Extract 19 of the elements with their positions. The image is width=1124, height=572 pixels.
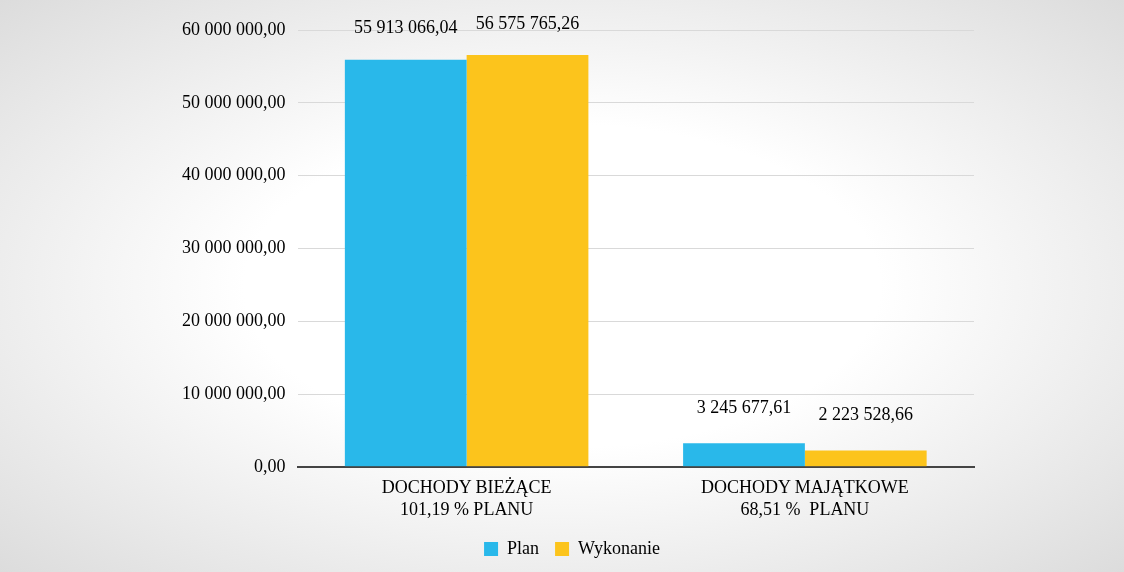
y-tick-label: 0,00 xyxy=(254,455,286,476)
data-label: 55 913 066,04 xyxy=(353,17,458,38)
bar xyxy=(344,59,467,467)
y-tick-label: 10 000 000,00 xyxy=(182,382,286,403)
x-tick-label: DOCHODY BIEŻĄCE 101,19 % PLANU xyxy=(381,477,552,519)
legend-label: Wykonanie xyxy=(578,537,660,558)
y-tick-label: 50 000 000,00 xyxy=(182,91,286,112)
y-tick-label: 20 000 000,00 xyxy=(182,309,286,330)
y-tick-label: 60 000 000,00 xyxy=(182,18,286,39)
y-tick-label: 40 000 000,00 xyxy=(182,164,286,185)
bar xyxy=(804,450,927,467)
data-label: 2 223 528,66 xyxy=(818,404,914,425)
data-label: 3 245 677,61 xyxy=(696,396,792,417)
y-tick-label: 30 000 000,00 xyxy=(182,237,286,258)
bar xyxy=(683,443,805,467)
x-tick-label: DOCHODY MAJĄTKOWE 68,51 % PLANU xyxy=(700,477,909,519)
bar xyxy=(466,54,589,467)
data-label: 56 575 765,26 xyxy=(475,12,580,33)
legend-label: Plan xyxy=(507,537,540,558)
